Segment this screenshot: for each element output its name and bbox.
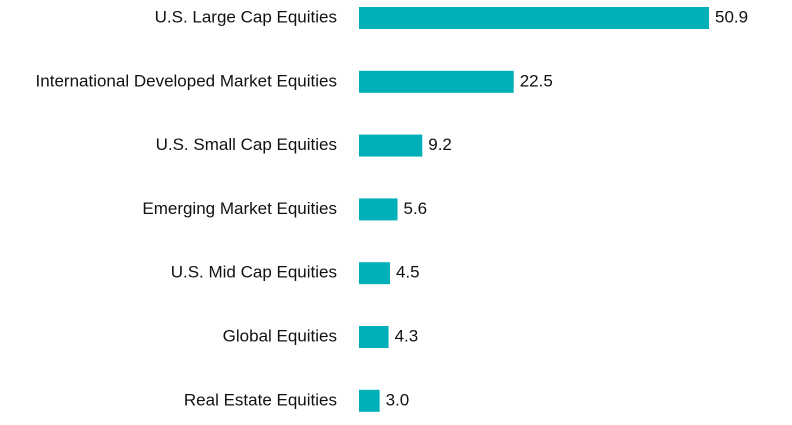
value-label: 5.6 bbox=[404, 199, 428, 218]
category-label: Global Equities bbox=[223, 326, 337, 345]
category-label: International Developed Market Equities bbox=[36, 71, 337, 90]
value-label: 4.5 bbox=[396, 263, 420, 282]
category-label: Emerging Market Equities bbox=[142, 199, 337, 218]
value-label: 22.5 bbox=[520, 71, 553, 90]
category-label: U.S. Large Cap Equities bbox=[155, 7, 337, 26]
value-label: 50.9 bbox=[715, 7, 748, 26]
bar bbox=[359, 389, 380, 412]
bar bbox=[359, 134, 423, 157]
value-label: 4.3 bbox=[395, 326, 419, 345]
category-label: U.S. Small Cap Equities bbox=[156, 135, 337, 154]
value-label: 9.2 bbox=[428, 135, 452, 154]
bar bbox=[359, 326, 389, 348]
bar bbox=[359, 7, 709, 29]
bar bbox=[359, 198, 398, 221]
bar bbox=[359, 70, 514, 93]
bar bbox=[359, 262, 390, 285]
category-label: Real Estate Equities bbox=[184, 390, 337, 409]
category-label: U.S. Mid Cap Equities bbox=[171, 263, 337, 282]
value-label: 3.0 bbox=[386, 390, 410, 409]
